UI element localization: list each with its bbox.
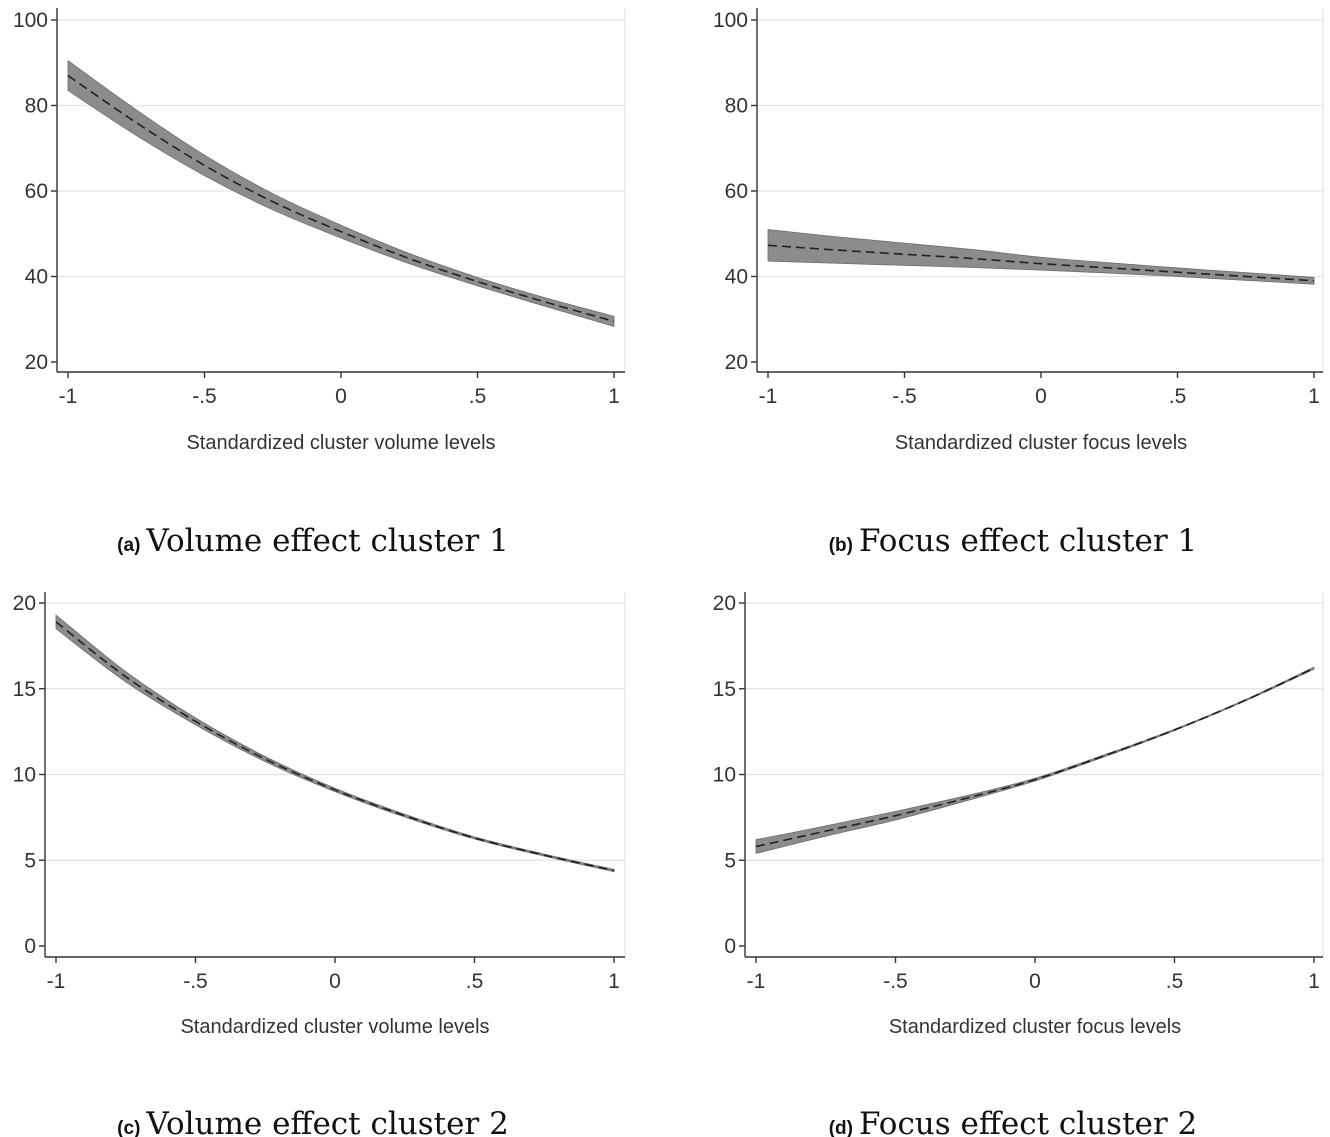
panel-caption: (a) Volume effect cluster 1: [117, 523, 509, 559]
x-tick-label: -1: [59, 385, 78, 408]
y-tick-label: 100: [713, 9, 748, 32]
caption-letter: (a): [117, 535, 140, 556]
y-tick-label: 15: [13, 678, 36, 701]
x-tick-label: 1: [1308, 970, 1320, 993]
chart-panel-b: 20 40 60 80 100 -1 -.5 0 .5 1 Standardized cluster…: [713, 8, 1324, 559]
caption-text: Focus effect cluster 2: [859, 1106, 1197, 1137]
y-tick-label: 60: [725, 180, 748, 203]
y-tick-label: 5: [724, 849, 736, 872]
confidence-band: [67, 59, 615, 328]
y-tick-label: 40: [25, 266, 48, 289]
x-axis-title: Standardized cluster volume levels: [186, 432, 495, 454]
x-tick-label: 0: [335, 385, 347, 408]
chart-panel-a: 20 40 60 80 100 -1 -.5 0 .5 1 Standardized cluster…: [13, 8, 626, 559]
y-tick-label: 0: [724, 935, 736, 958]
x-tick-label: -.5: [192, 385, 217, 408]
caption-letter: (d): [829, 1118, 853, 1137]
confidence-band: [755, 666, 1315, 854]
y-tick-label: 20: [13, 592, 36, 615]
x-tick-label: .5: [469, 385, 487, 408]
x-axis-title: Standardized cluster focus levels: [895, 432, 1187, 454]
x-tick-label: 1: [608, 970, 620, 993]
estimate-line: [55, 621, 615, 872]
x-tick-label: -.5: [883, 970, 908, 993]
caption-text: Volume effect cluster 2: [145, 1106, 508, 1137]
y-tick-label: 100: [13, 9, 48, 32]
x-axis-title: Standardized cluster focus levels: [889, 1016, 1181, 1038]
chart-panel-d: 0 5 10 15 20 -1 -.5 0 .5 1 Standardized cluster fo…: [713, 592, 1324, 1137]
panel-caption: (d) Focus effect cluster 2: [829, 1106, 1198, 1137]
y-tick-label: 40: [725, 266, 748, 289]
panel-caption: (b) Focus effect cluster 1: [829, 523, 1198, 559]
estimate-line: [67, 74, 615, 323]
y-tick-label: 80: [725, 95, 748, 118]
x-tick-label: 1: [608, 385, 620, 408]
estimate-line: [767, 244, 1315, 282]
x-axis-title: Standardized cluster volume levels: [180, 1016, 489, 1038]
x-tick-label: 1: [1308, 385, 1320, 408]
x-tick-label: -1: [759, 385, 778, 408]
confidence-band: [767, 229, 1315, 285]
caption-letter: (c): [117, 1118, 140, 1137]
x-tick-label: -.5: [892, 385, 917, 408]
y-tick-label: 20: [725, 351, 748, 374]
caption-letter: (b): [829, 535, 853, 556]
y-tick-label: 0: [24, 935, 36, 958]
y-tick-label: 60: [25, 180, 48, 203]
y-tick-label: 20: [713, 592, 736, 615]
x-tick-label: .5: [1169, 385, 1187, 408]
y-tick-label: 20: [25, 351, 48, 374]
x-tick-label: 0: [329, 970, 341, 993]
panel-caption: (c) Volume effect cluster 2: [117, 1106, 509, 1137]
y-tick-label: 80: [25, 95, 48, 118]
caption-text: Volume effect cluster 1: [145, 523, 508, 559]
x-tick-label: -1: [747, 970, 766, 993]
estimate-line: [755, 667, 1315, 848]
confidence-band: [55, 614, 615, 873]
y-tick-label: 10: [713, 764, 736, 787]
x-tick-label: -.5: [183, 970, 208, 993]
x-tick-label: 0: [1029, 970, 1041, 993]
y-tick-label: 5: [24, 849, 36, 872]
x-tick-label: 0: [1035, 385, 1047, 408]
chart-panel-c: 0 5 10 15 20 -1 -.5 0 .5 1 Standardized cluster vo…: [13, 592, 626, 1137]
y-tick-label: 10: [13, 764, 36, 787]
x-tick-label: .5: [1166, 970, 1184, 993]
y-tick-label: 15: [713, 678, 736, 701]
x-tick-label: -1: [47, 970, 66, 993]
caption-text: Focus effect cluster 1: [859, 523, 1197, 559]
x-tick-label: .5: [466, 970, 484, 993]
